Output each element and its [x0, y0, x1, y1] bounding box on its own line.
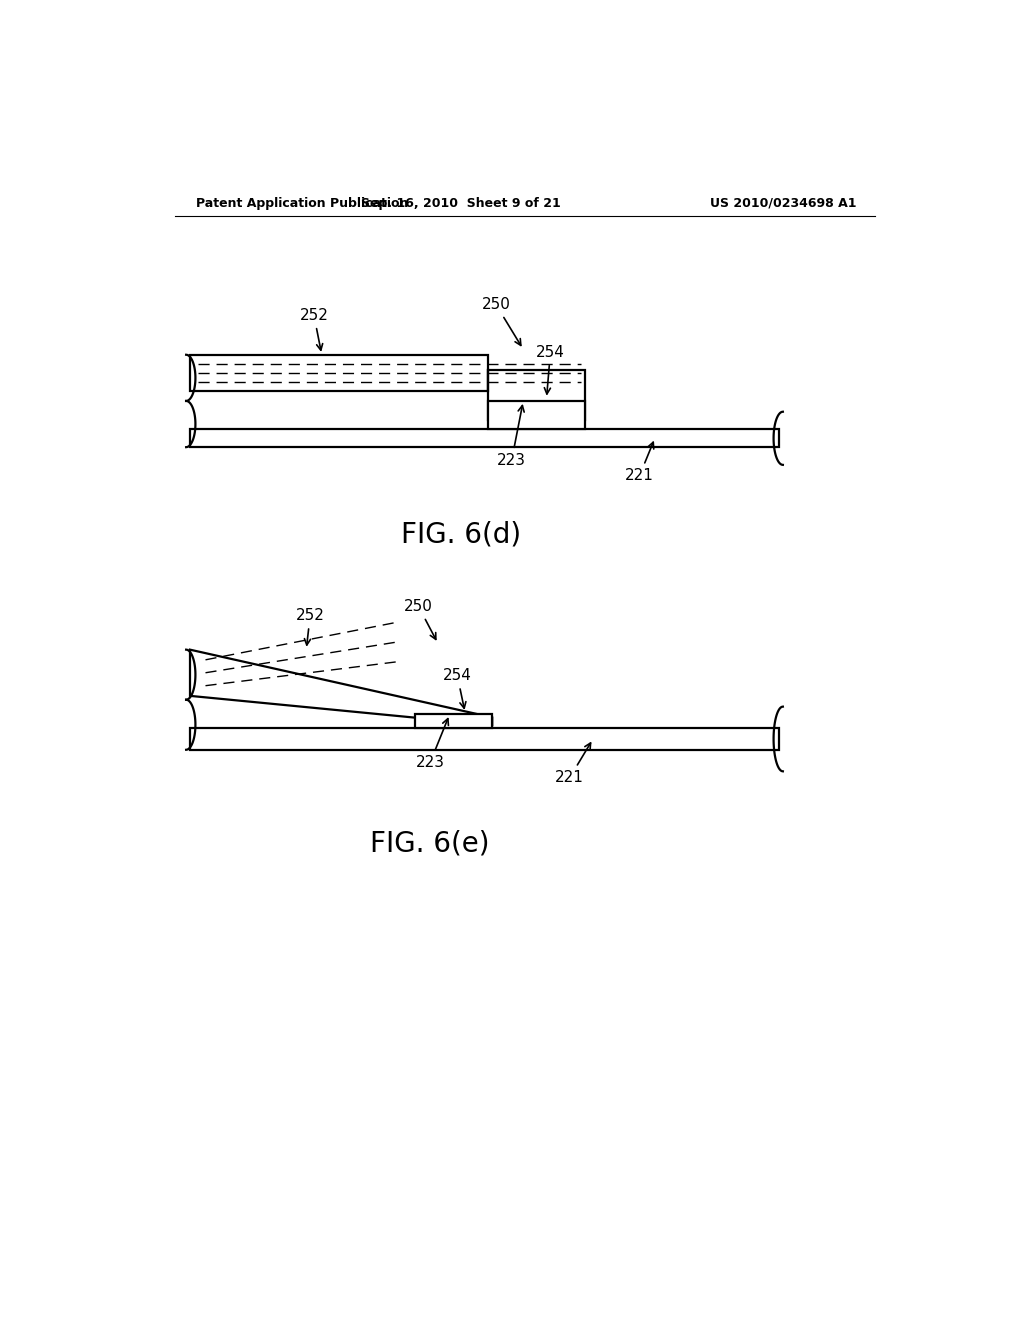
- Text: FIG. 6(e): FIG. 6(e): [371, 830, 490, 858]
- Text: 221: 221: [625, 442, 654, 483]
- Text: 254: 254: [443, 668, 472, 709]
- Polygon shape: [488, 401, 586, 429]
- Polygon shape: [190, 729, 779, 750]
- Polygon shape: [488, 370, 586, 420]
- Text: 223: 223: [497, 405, 526, 467]
- Polygon shape: [190, 649, 493, 725]
- Polygon shape: [415, 714, 493, 729]
- Text: 223: 223: [416, 718, 449, 770]
- Text: US 2010/0234698 A1: US 2010/0234698 A1: [710, 197, 856, 210]
- Text: Patent Application Publication: Patent Application Publication: [197, 197, 409, 210]
- Text: 252: 252: [300, 308, 329, 350]
- Polygon shape: [190, 355, 488, 391]
- Text: FIG. 6(d): FIG. 6(d): [401, 520, 521, 548]
- Polygon shape: [190, 429, 779, 447]
- Text: 254: 254: [536, 345, 565, 393]
- Text: 221: 221: [555, 743, 591, 785]
- Text: 250: 250: [404, 599, 436, 639]
- Text: 252: 252: [296, 609, 325, 645]
- Text: 250: 250: [481, 297, 521, 346]
- Text: Sep. 16, 2010  Sheet 9 of 21: Sep. 16, 2010 Sheet 9 of 21: [361, 197, 561, 210]
